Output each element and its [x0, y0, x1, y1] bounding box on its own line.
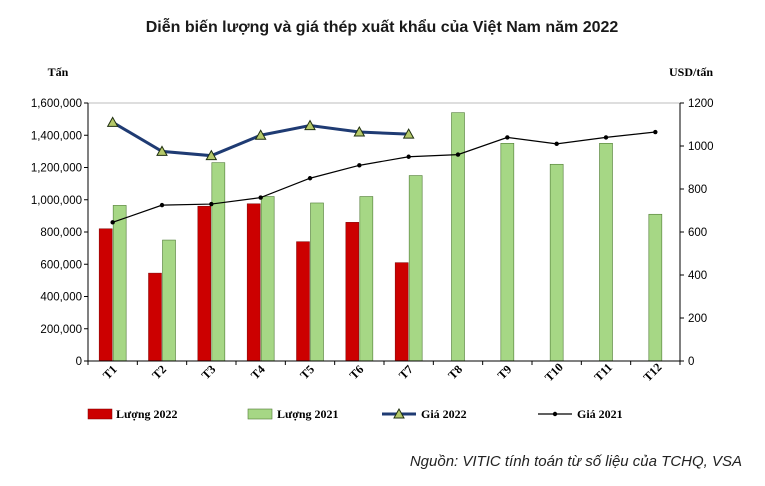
bar-luong-2021	[599, 143, 613, 362]
plot-border	[87, 102, 681, 362]
legend-label-gia-2022: Giá 2022	[421, 407, 467, 421]
legend-label-luong-2022: Lượng 2022	[116, 407, 178, 421]
bar-luong-2022	[197, 205, 212, 362]
left-tick-label: 600,000	[40, 259, 82, 271]
bar-luong-2022	[148, 272, 162, 362]
x-tick-label: T11	[591, 360, 615, 384]
point-gia-2021	[209, 201, 214, 207]
x-tick-label: T12	[640, 360, 664, 384]
left-tick-label: 1,200,000	[31, 163, 82, 175]
right-axis-unit: USD/tấn	[669, 65, 713, 79]
legend-label-gia-2021: Giá 2021	[577, 407, 623, 421]
point-gia-2021	[505, 135, 510, 140]
bar-luong-2021	[162, 239, 176, 362]
left-tick-label: 0	[76, 356, 82, 368]
bar-luong-2021	[648, 213, 663, 362]
right-tick-label: 1000	[688, 141, 714, 153]
right-tick-label: 600	[688, 227, 707, 239]
x-tick-label: T5	[297, 362, 317, 382]
point-gia-2022	[156, 145, 168, 156]
legend: Lượng 2022 Lượng 2021 Giá 2022 Giá 2021	[87, 407, 623, 421]
bar-luong-2021	[451, 112, 465, 362]
bar-luong-2022	[98, 228, 113, 362]
point-gia-2022	[106, 116, 119, 127]
bar-luong-2022	[345, 222, 360, 362]
source-note: Nguồn: VITIC tính toán từ số liệu của TC…	[410, 453, 742, 470]
point-gia-2021	[258, 195, 263, 200]
legend-swatch-luong-2021	[247, 408, 273, 420]
point-gia-2021	[406, 154, 411, 159]
lines-layer	[106, 116, 658, 225]
x-tick-label: T6	[347, 362, 367, 382]
point-gia-2021	[307, 176, 313, 181]
point-gia-2022	[304, 119, 316, 131]
bar-luong-2022	[246, 203, 261, 362]
bar-luong-2022	[394, 262, 409, 362]
point-gia-2021	[653, 129, 658, 135]
x-tick-label: T10	[542, 360, 566, 384]
point-gia-2022	[205, 149, 218, 161]
bars-layer	[98, 112, 663, 362]
bar-luong-2021	[549, 163, 564, 362]
x-tick-label: T1	[100, 362, 120, 382]
legend-marker-gia-2021	[552, 411, 558, 417]
line-gia-2021	[112, 131, 656, 223]
point-gia-2021	[159, 202, 165, 208]
x-tick-label: T9	[495, 362, 515, 382]
point-gia-2021	[455, 152, 461, 157]
point-gia-2021	[110, 220, 115, 225]
bar-luong-2021	[112, 205, 127, 362]
legend-marker-gia-2022	[393, 407, 405, 419]
x-tick-label: T7	[396, 362, 416, 382]
bar-luong-2021	[211, 162, 226, 362]
bar-luong-2021	[359, 196, 374, 362]
right-tick-label: 400	[688, 270, 707, 282]
left-tick-label: 800,000	[40, 227, 82, 239]
point-gia-2022	[402, 128, 415, 139]
x-tick-label: T3	[199, 362, 219, 382]
right-tick-label: 1200	[688, 98, 714, 110]
point-gia-2021	[357, 163, 362, 168]
x-tick-label: T8	[445, 362, 465, 382]
left-tick-label: 1,000,000	[31, 195, 82, 207]
point-gia-2021	[554, 141, 559, 147]
left-tick-label: 1,600,000	[31, 98, 82, 110]
legend-swatch-luong-2022	[87, 408, 113, 420]
point-gia-2021	[603, 135, 609, 140]
x-tick-label: T2	[149, 362, 169, 382]
bar-luong-2021	[260, 196, 275, 362]
x-tick-label: T4	[248, 362, 268, 382]
legend-label-luong-2021: Lượng 2021	[277, 407, 339, 421]
chart-title: Diễn biến lượng và giá thép xuất khẩu củ…	[146, 17, 619, 36]
bar-luong-2022	[296, 241, 310, 362]
left-tick-label: 1,400,000	[31, 130, 82, 142]
right-tick-label: 0	[688, 356, 694, 368]
plot-area	[87, 102, 681, 362]
left-axis-unit: Tấn	[48, 65, 69, 79]
right-tick-label: 800	[688, 184, 707, 196]
left-tick-label: 400,000	[40, 292, 82, 304]
left-tick-label: 200,000	[40, 324, 82, 336]
point-gia-2022	[254, 129, 267, 140]
bar-luong-2021	[310, 202, 324, 362]
bar-luong-2021	[500, 143, 515, 362]
right-tick-label: 200	[688, 313, 707, 325]
point-gia-2022	[353, 125, 366, 137]
bar-luong-2021	[408, 175, 423, 362]
